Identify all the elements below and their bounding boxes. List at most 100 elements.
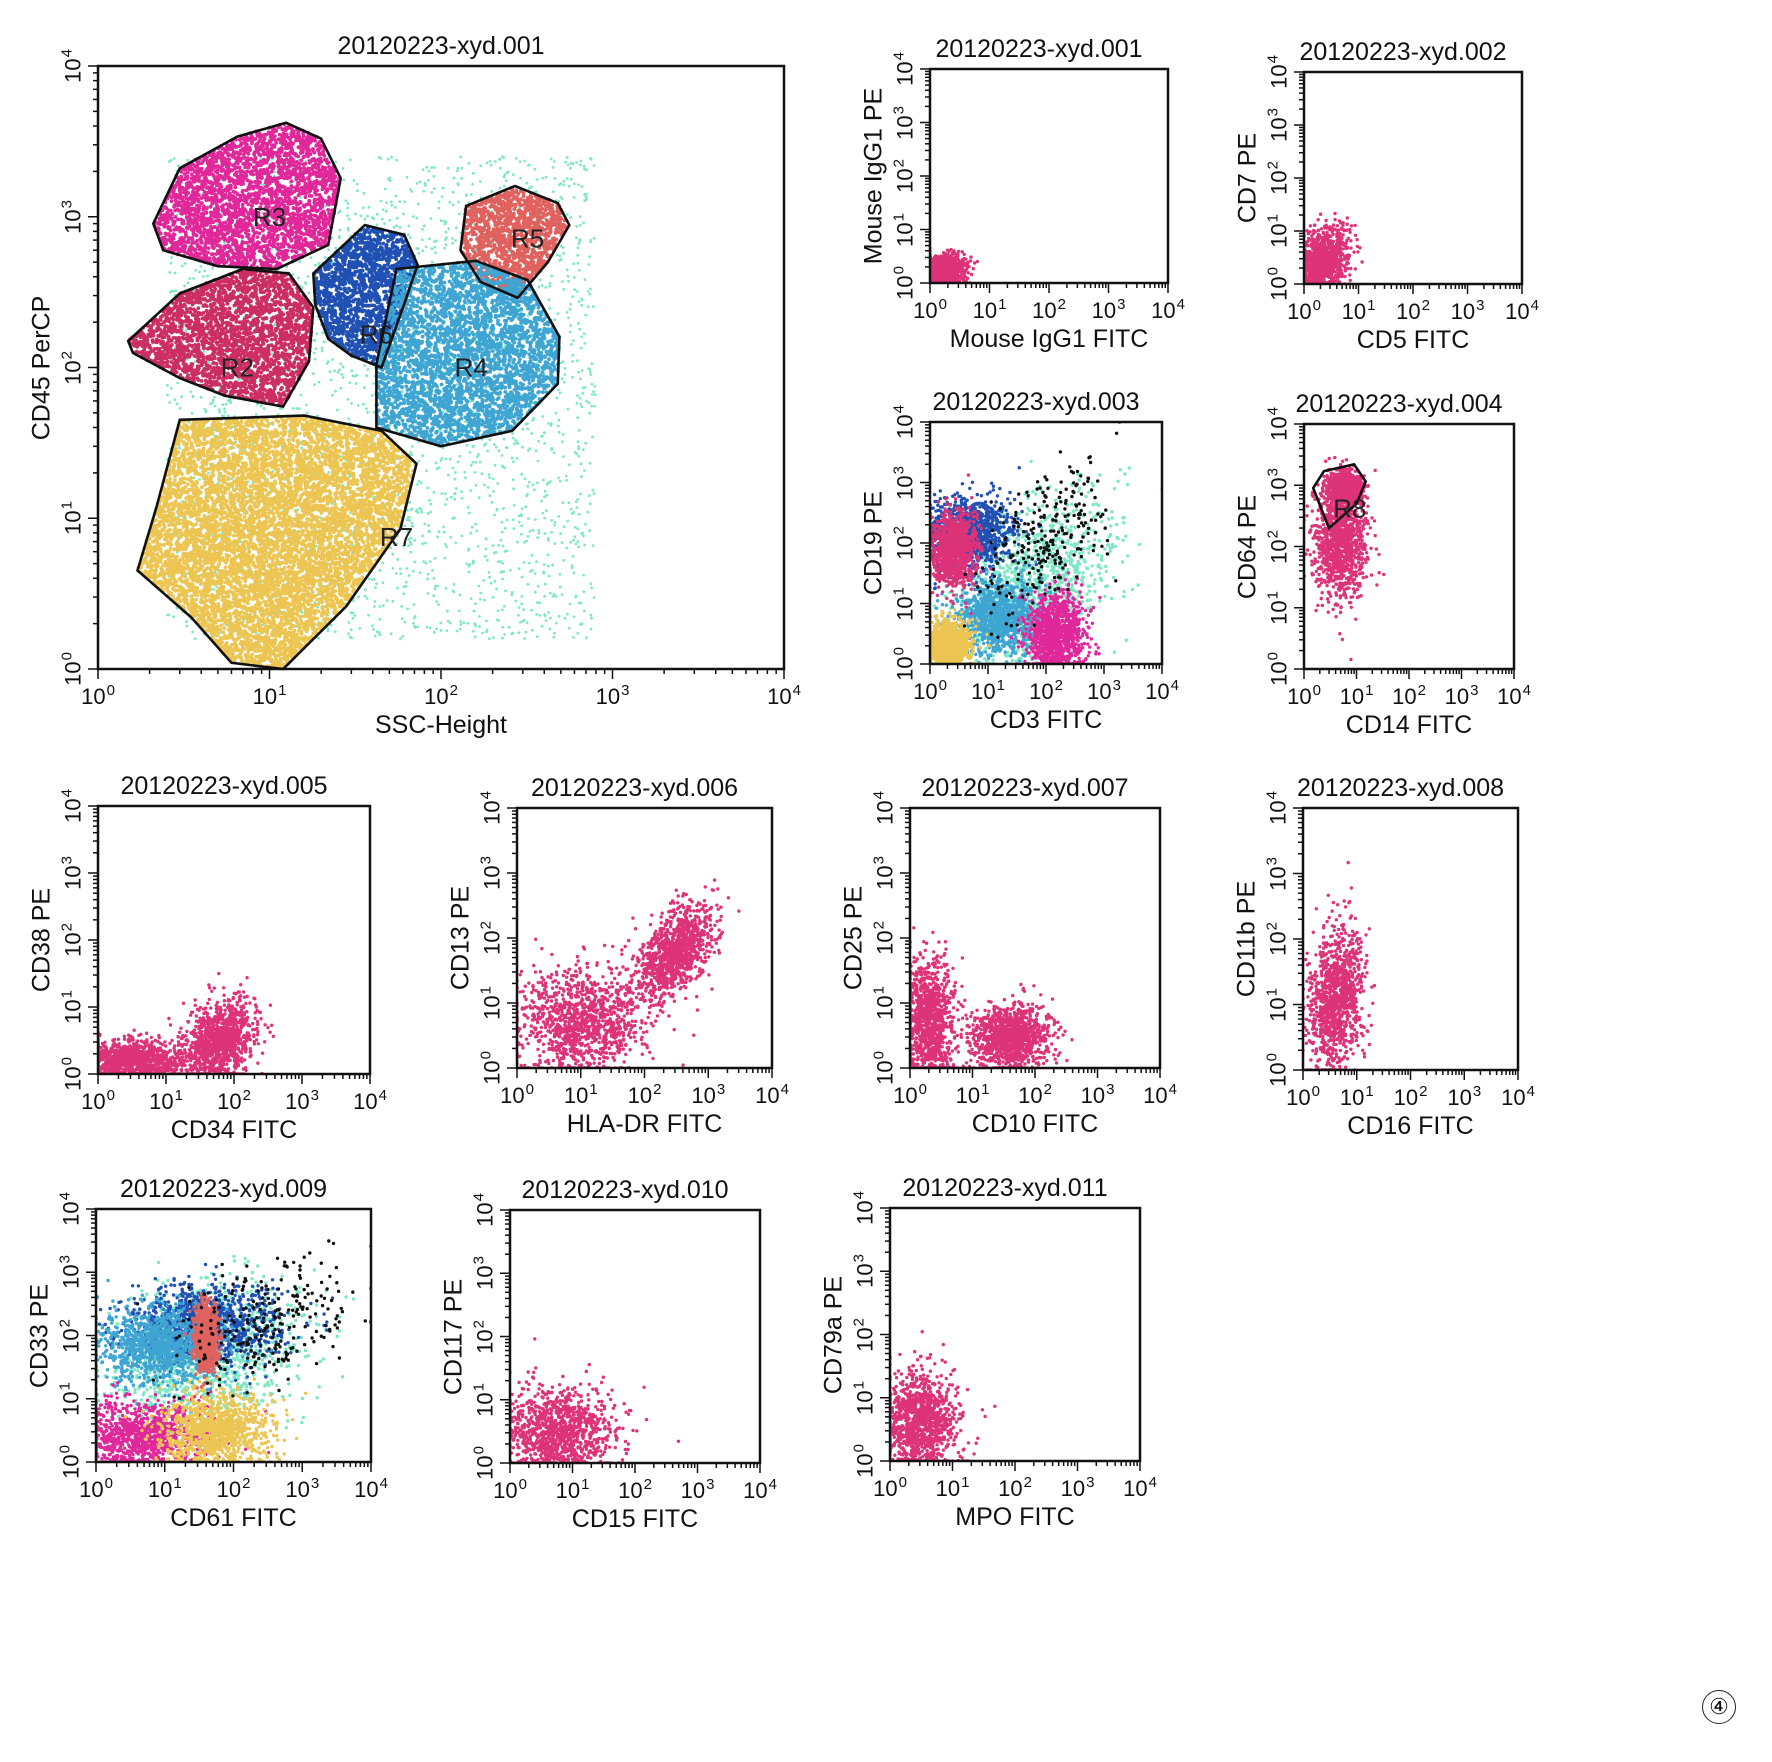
event-dot	[566, 519, 570, 523]
event-dot	[168, 401, 172, 404]
event-dot	[550, 519, 554, 522]
event-dot	[473, 622, 476, 626]
event-dot	[270, 130, 275, 135]
event-dot	[208, 158, 213, 163]
event-dot	[512, 487, 515, 491]
event-dot	[423, 181, 427, 185]
event-dot	[585, 168, 589, 172]
event-dot	[582, 164, 586, 168]
event-dot	[575, 225, 578, 228]
event-dot	[421, 534, 424, 538]
event-dot	[309, 243, 313, 247]
event-dot	[568, 307, 572, 311]
event-dot	[512, 460, 515, 464]
event-dot	[240, 228, 245, 233]
event-dot	[591, 488, 595, 492]
event-dot	[441, 410, 445, 413]
event-dot	[533, 572, 537, 575]
event-dot	[405, 175, 409, 179]
event-dot	[452, 582, 456, 586]
event-dot	[316, 243, 321, 248]
event-dot	[408, 500, 412, 504]
event-dot	[399, 567, 402, 571]
event-dot	[422, 560, 426, 563]
event-dot	[553, 631, 556, 635]
event-dot	[275, 160, 280, 165]
event-dot	[315, 208, 320, 213]
event-dot	[550, 448, 554, 452]
event-dot	[391, 552, 395, 556]
event-dot	[545, 509, 548, 512]
event-dot	[377, 155, 381, 159]
event-dot	[334, 246, 338, 250]
event-dot	[313, 158, 317, 163]
event-dot	[215, 228, 220, 233]
event-dot	[346, 206, 350, 210]
event-dot	[579, 623, 582, 626]
event-dot	[252, 152, 257, 157]
event-dot	[273, 323, 277, 327]
event-dot	[410, 507, 414, 511]
event-dot	[442, 530, 446, 534]
event-dot	[432, 594, 435, 598]
event-dot	[381, 208, 385, 212]
event-dot	[472, 609, 476, 613]
event-dot	[577, 445, 581, 448]
event-dot	[284, 125, 289, 130]
event-dot	[583, 342, 587, 345]
event-dot	[575, 290, 579, 293]
event-dot	[465, 194, 468, 198]
event-dot	[242, 222, 247, 227]
event-dot	[500, 454, 504, 457]
event-dot	[337, 235, 341, 238]
event-dot	[504, 589, 507, 593]
event-dot	[432, 166, 436, 169]
event-dot	[560, 377, 564, 381]
event-dot	[249, 157, 253, 162]
event-dot	[588, 292, 592, 296]
event-dot	[494, 550, 498, 554]
event-dot	[577, 429, 581, 432]
event-dot	[520, 575, 524, 579]
event-dot	[486, 449, 489, 453]
event-dot	[563, 366, 567, 370]
event-dot	[569, 324, 573, 328]
event-dot	[579, 402, 583, 406]
event-dot	[307, 291, 311, 295]
event-dot	[428, 237, 431, 241]
event-dot	[591, 435, 594, 439]
event-dot	[576, 440, 580, 444]
event-dot	[576, 416, 580, 419]
event-dot	[499, 560, 502, 563]
event-dot	[537, 285, 541, 289]
event-dot	[528, 529, 532, 533]
event-dot	[455, 383, 459, 387]
event-dot	[306, 275, 310, 278]
event-dot	[575, 452, 578, 456]
event-dot	[590, 382, 594, 386]
event-dot	[449, 495, 453, 499]
event-dot	[378, 605, 382, 608]
event-dot	[579, 377, 582, 381]
event-dot	[362, 402, 365, 406]
event-dot	[471, 445, 475, 449]
event-dot	[537, 528, 541, 532]
event-dot	[578, 240, 581, 243]
event-dot	[593, 385, 597, 388]
event-dot	[374, 586, 377, 589]
event-dot	[569, 507, 573, 511]
event-dot	[388, 179, 392, 183]
event-dot	[338, 228, 342, 232]
event-dot	[577, 512, 581, 516]
event-dot	[396, 493, 400, 496]
event-dot	[526, 422, 529, 425]
event-dot	[189, 390, 193, 393]
event-dot	[493, 513, 496, 517]
event-dot	[565, 268, 569, 272]
event-dot	[483, 598, 486, 602]
event-dot	[202, 275, 205, 278]
event-dot	[340, 373, 344, 376]
event-dot	[221, 235, 225, 240]
event-dot	[474, 522, 478, 526]
event-dot	[576, 631, 580, 635]
